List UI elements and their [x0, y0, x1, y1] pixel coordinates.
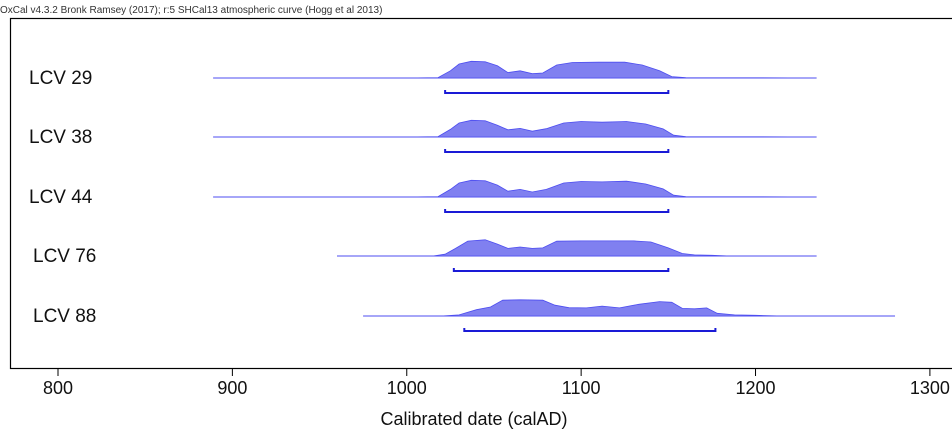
x-tick-label: 800 — [43, 378, 73, 398]
hpd-range-bar — [444, 149, 670, 153]
x-axis-title: Calibrated date (calAD) — [380, 409, 567, 429]
samples-layer: LCV 29 LCV 38 LCV 44 LCV 76 LCV 88 — [29, 60, 896, 332]
x-tick-label: 900 — [217, 378, 247, 398]
probability-density — [213, 60, 817, 79]
x-tick-label: 1200 — [735, 378, 775, 398]
sample-label: LCV 88 — [33, 306, 96, 327]
sample-row: LCV 88 — [33, 299, 896, 332]
sample-label: LCV 76 — [33, 246, 96, 267]
sample-label: LCV 38 — [29, 127, 92, 148]
x-tick-label: 1100 — [562, 378, 601, 398]
sample-label: LCV 29 — [29, 68, 92, 89]
x-tick-label: 1000 — [387, 378, 427, 398]
hpd-range-bar — [444, 209, 670, 213]
probability-density — [213, 119, 817, 138]
hpd-range-bar — [452, 268, 670, 272]
hpd-range-bar — [463, 328, 717, 332]
sample-row: LCV 76 — [33, 239, 817, 272]
hpd-range-bar — [444, 90, 670, 94]
x-axis: 800 900 1000 1100 1200 1300 — [43, 368, 950, 398]
sample-row: LCV 29 — [29, 60, 817, 94]
sample-row: LCV 44 — [29, 179, 817, 213]
plot-frame — [9, 17, 952, 370]
probability-density — [363, 299, 895, 317]
sample-label: LCV 44 — [29, 187, 93, 208]
sample-row: LCV 38 — [29, 119, 817, 153]
probability-density — [213, 179, 817, 198]
probability-density — [337, 239, 817, 257]
software-caption: OxCal v4.3.2 Bronk Ramsey (2017); r:5 SH… — [0, 5, 382, 16]
x-tick-label: 1300 — [910, 378, 950, 398]
